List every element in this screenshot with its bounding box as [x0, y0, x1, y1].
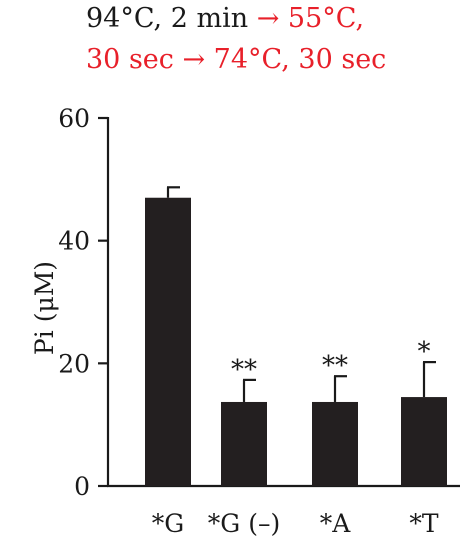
y-tick-label-0: 0	[74, 472, 90, 501]
y-tick-label-20: 20	[58, 349, 90, 378]
chart-title: 94°C, 2 min → 55°C, 30 sec → 74°C, 30 sec	[86, 3, 386, 75]
significance-label-3: **	[322, 351, 348, 381]
bar-4	[401, 397, 447, 486]
title-part-2: → 55°C,	[257, 3, 364, 34]
y-tick-label-40: 40	[58, 227, 90, 256]
bar-1	[145, 197, 191, 486]
category-label-4: *T	[409, 509, 439, 538]
title-line-2: 30 sec → 74°C, 30 sec	[86, 44, 386, 75]
y-tick-label-60: 60	[58, 104, 90, 133]
y-axis-title: Pi (μM)	[30, 261, 59, 355]
bar-3	[312, 401, 358, 486]
bars	[145, 186, 447, 486]
title-part-3: 30 sec → 74°C, 30 sec	[86, 44, 386, 75]
significance-label-2: **	[231, 355, 257, 385]
labels: 0 20 40 60 Pi (μM) *G ** *G (–) ** *A * *T	[30, 104, 439, 538]
category-label-3: *A	[320, 509, 352, 538]
bar-2	[221, 401, 267, 486]
category-label-1: *G	[152, 509, 184, 538]
category-label-2: *G (–)	[208, 509, 280, 538]
title-line-1: 94°C, 2 min → 55°C,	[86, 3, 364, 34]
title-part-1: 94°C, 2 min	[86, 3, 257, 34]
significance-label-4: *	[418, 337, 431, 367]
